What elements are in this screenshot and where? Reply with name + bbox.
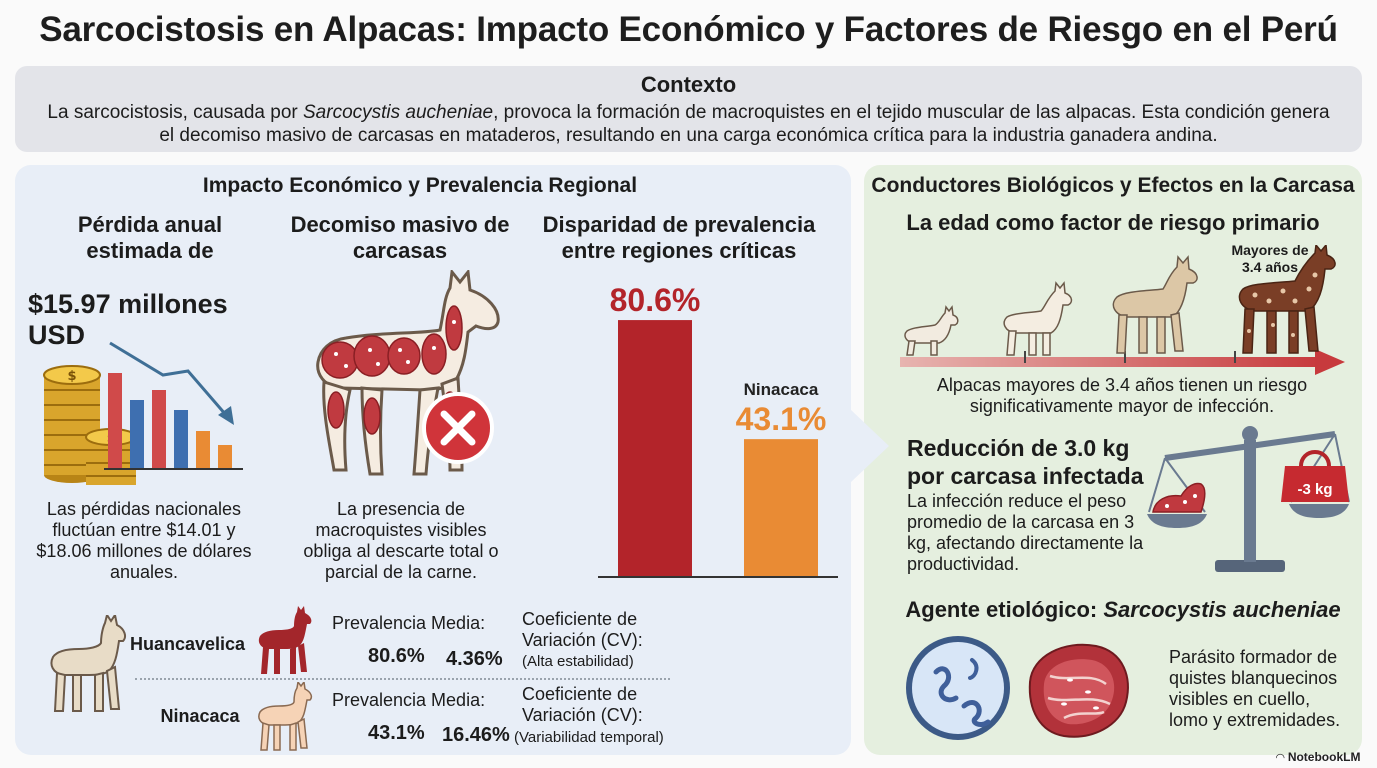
alpaca-carcass-icon <box>316 270 500 476</box>
prev-value-1: 80.6% <box>368 645 425 667</box>
bar-value-label: 43.1% <box>736 401 827 437</box>
alpaca-peach-icon <box>258 682 313 751</box>
loss-heading: Pérdida anual estimada de <box>77 212 223 263</box>
baby-alpaca-icon <box>904 305 959 356</box>
loss-note: Las pérdidas nacionales fluctúan entre $… <box>36 499 252 582</box>
table-divider <box>135 678 670 680</box>
page-title: Sarcocistosis en Alpacas: Impacto Económ… <box>39 10 1338 49</box>
prev-value-2: 43.1% <box>368 722 425 744</box>
agent-note: Parásito formador de quistes blanquecino… <box>1169 647 1341 730</box>
disparity-heading: Disparidad de prevalencia entre regiones… <box>542 212 816 263</box>
comparison-region-2: Ninacaca <box>160 706 240 726</box>
prev-label-1: Prevalencia Media: <box>332 613 486 633</box>
weight-badge-icon <box>1281 449 1349 502</box>
weighing-scale-icon <box>1147 426 1350 572</box>
weight-badge-label: -3 kg <box>1297 481 1333 498</box>
confiscation-heading: Decomiso masivo de carcasas <box>290 212 510 263</box>
footer-brand: ◠ NotebookLM <box>1276 750 1360 764</box>
weight-note: La infección reduce el peso promedio de … <box>907 491 1144 574</box>
agent-species: Sarcocystis aucheniae <box>1103 597 1341 622</box>
svg-text:$: $ <box>67 369 76 384</box>
right-panel-heading: Conductores Biológicos y Efectos en la C… <box>871 174 1355 197</box>
confiscation-note: La presencia de macroquistes visibles ob… <box>303 499 499 582</box>
context-box: Contexto La sarcocistosis, causada por S… <box>15 66 1362 152</box>
panel-connector-arrow <box>851 410 889 482</box>
prev-label-2: Prevalencia Media: <box>332 690 486 710</box>
weight-heading: Reducción de 3.0 kg por carcasa infectad… <box>907 435 1144 489</box>
microscope-parasite-icon <box>906 636 1010 740</box>
cv-label-2: Coeficiente de Variación (CV): <box>522 684 643 725</box>
age-note: Alpacas mayores de 3.4 años tienen un ri… <box>936 375 1308 416</box>
prevalence-bar-chart: 80.6%Huancavelica43.1%Ninacaca <box>598 280 838 578</box>
coin-stack-icon: $ $ <box>43 365 137 485</box>
adult-alpaca-icon <box>1112 255 1198 354</box>
bar-ninacaca <box>744 439 818 576</box>
comparison-region-1: Huancavelica <box>129 634 246 654</box>
declining-bars-icon <box>104 341 243 470</box>
bar-huancavelica <box>618 320 692 576</box>
infected-alpaca-icon <box>1238 245 1336 354</box>
parasite-and-meat-icon <box>906 636 1129 740</box>
young-alpaca-icon <box>1003 281 1073 356</box>
coins-bar-chart-icon: $ $ <box>43 341 243 485</box>
footer-brand-label: NotebookLM <box>1287 750 1361 764</box>
age-marker-label: Mayores de 3.4 años <box>1231 242 1309 275</box>
alpaca-red-icon <box>258 606 312 674</box>
age-heading: La edad como factor de riesgo primario <box>906 210 1320 235</box>
cv-note-2: (Variabilidad temporal) <box>514 729 664 746</box>
left-panel-heading: Impacto Económico y Prevalencia Regional <box>202 174 638 197</box>
context-species: Sarcocystis aucheniae <box>303 102 494 123</box>
alpaca-light-icon <box>50 615 126 712</box>
cv-value-2: 16.46% <box>442 724 510 746</box>
cv-value-1: 4.36% <box>446 648 503 670</box>
agent-heading: Agente etiológico: Sarcocystis aucheniae <box>905 597 1341 622</box>
reject-icon <box>422 392 494 464</box>
cv-note-1: (Alta estabilidad) <box>522 653 634 670</box>
meat-cut-icon <box>1028 643 1129 738</box>
context-heading: Contexto <box>640 72 737 97</box>
bar-value-label: 80.6% <box>610 282 701 318</box>
notebooklm-logo-icon: ◠ <box>1276 752 1285 764</box>
age-timeline-icon <box>900 245 1345 375</box>
context-text: La sarcocistosis, causada por Sarcocysti… <box>47 102 1330 146</box>
cv-label-1: Coeficiente de Variación (CV): <box>522 609 643 650</box>
bar-category-label: Ninacaca <box>744 380 819 399</box>
loss-amount: $15.97 millones USD <box>28 289 228 350</box>
